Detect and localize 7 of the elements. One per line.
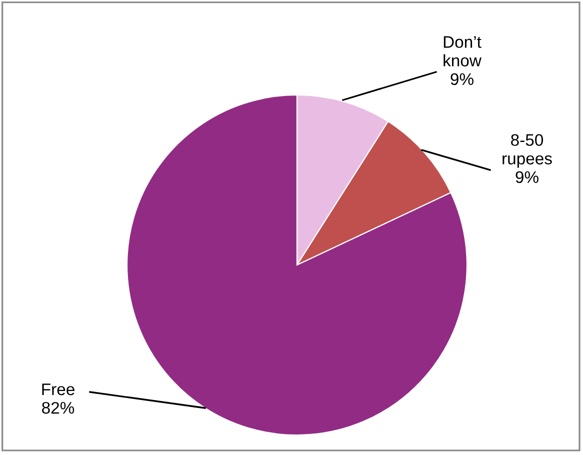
slice-label: Free — [42, 384, 74, 396]
pie-slice — [126, 94, 468, 436]
data-label: 9% — [516, 171, 538, 184]
data-label: 9% — [450, 73, 474, 86]
slice-label: Don’t know — [444, 36, 482, 66]
slice-label: 8-50 rupees — [502, 134, 552, 168]
data-label: 82% — [42, 402, 74, 414]
